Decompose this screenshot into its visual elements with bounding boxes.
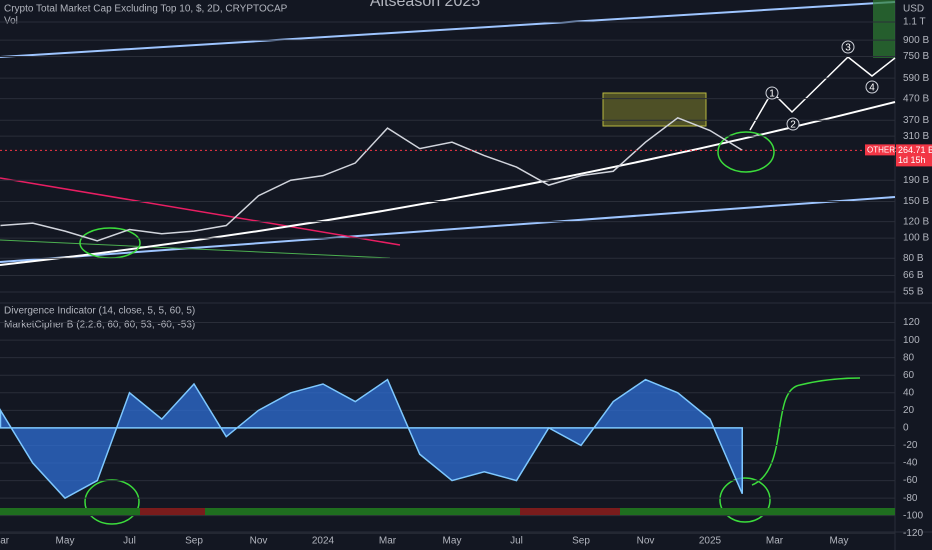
zone (873, 0, 895, 58)
x-tick-label: 2024 (312, 536, 335, 547)
y-tick-label: 66 B (903, 270, 924, 281)
wave-marker (841, 40, 855, 54)
y-tick-label: 100 (903, 335, 920, 346)
y-tick-label: 750 B (903, 51, 929, 62)
wave-label: 2 (790, 120, 796, 131)
y-tick-label: -60 (903, 475, 918, 486)
wave-label: 1 (769, 89, 775, 100)
signal-bar (0, 508, 895, 516)
y-tick-label: -20 (903, 440, 918, 451)
currency: USD (903, 4, 924, 15)
x-tick-label: Sep (572, 536, 590, 547)
x-tick-label: Mar (0, 536, 10, 547)
drawing (751, 377, 861, 486)
curve (0, 101, 896, 266)
x-tick-label: Jul (123, 536, 136, 547)
y-tick-label: 310 B (903, 131, 929, 142)
y-tick-label: 190 B (903, 175, 929, 186)
zone (602, 92, 707, 127)
x-tick-label: Mar (766, 536, 784, 547)
y-tick-label: 60 (903, 370, 915, 381)
x-tick-label: Mar (379, 536, 397, 547)
circle-mark (84, 479, 140, 525)
wave-label: 3 (845, 43, 851, 54)
signal-bar (520, 508, 620, 516)
y-tick-label: 1.1 T (903, 17, 926, 28)
y-tick-label: 590 B (903, 73, 929, 84)
wave-marker (786, 117, 800, 131)
y-tick-label: 370 B (903, 115, 929, 126)
x-tick-label: May (830, 536, 849, 547)
x-tick-label: May (443, 536, 462, 547)
x-tick-label: 2025 (699, 536, 722, 547)
y-tick-label: 80 (903, 352, 915, 363)
price-tag (896, 144, 932, 167)
y-tick-label: 120 (903, 317, 920, 328)
y-tick-label: -80 (903, 493, 918, 504)
x-tick-label: Nov (637, 536, 655, 547)
x-tick-label: Sep (185, 536, 203, 547)
trendline (0, 196, 896, 263)
trendline (0, 1, 896, 58)
area (0, 378, 743, 500)
trendline (0, 177, 401, 246)
symbol-info: Crypto Total Market Cap Excluding Top 10… (4, 4, 288, 15)
indicator-label: Divergence Indicator (14, close, 5, 5, 6… (4, 306, 195, 317)
y-tick-label: 900 B (903, 35, 929, 46)
y-tick-label: 80 B (903, 253, 924, 264)
y-tick-label: 120 B (903, 216, 929, 227)
trendline (0, 239, 391, 259)
volume-label: Vol (4, 16, 18, 27)
chart-title: Altseason 2025 (370, 0, 480, 10)
y-tick-label: -100 (903, 510, 923, 521)
wave-marker (765, 86, 779, 100)
price-tag (865, 144, 895, 156)
price-line (0, 116, 743, 242)
y-tick-label: 150 B (903, 196, 929, 207)
y-tick-label: 100 B (903, 233, 929, 244)
circle-mark (719, 477, 771, 523)
signal-bar (140, 508, 205, 516)
y-tick-label: 20 (903, 405, 915, 416)
y-tick-label: 470 B (903, 93, 929, 104)
y-tick-label: 40 (903, 387, 915, 398)
y-tick-label: -40 (903, 458, 918, 469)
y-tick-label: 0 (903, 423, 909, 434)
indicator-label: MarketCipher B (2.2.6, 60, 60, 53, -60, … (4, 320, 195, 331)
x-tick-label: Jul (510, 536, 523, 547)
price-label: 264.71 B (898, 145, 932, 155)
wave-label: 4 (869, 83, 875, 94)
x-tick-label: May (56, 536, 75, 547)
y-tick-label: -120 (903, 528, 923, 539)
circle-mark (717, 131, 775, 173)
price-symbol: OTHERS (867, 145, 900, 154)
wave-marker (865, 80, 879, 94)
countdown: 1d 15h (898, 155, 926, 165)
y-tick-label: 55 B (903, 287, 924, 298)
x-tick-label: Nov (250, 536, 268, 547)
